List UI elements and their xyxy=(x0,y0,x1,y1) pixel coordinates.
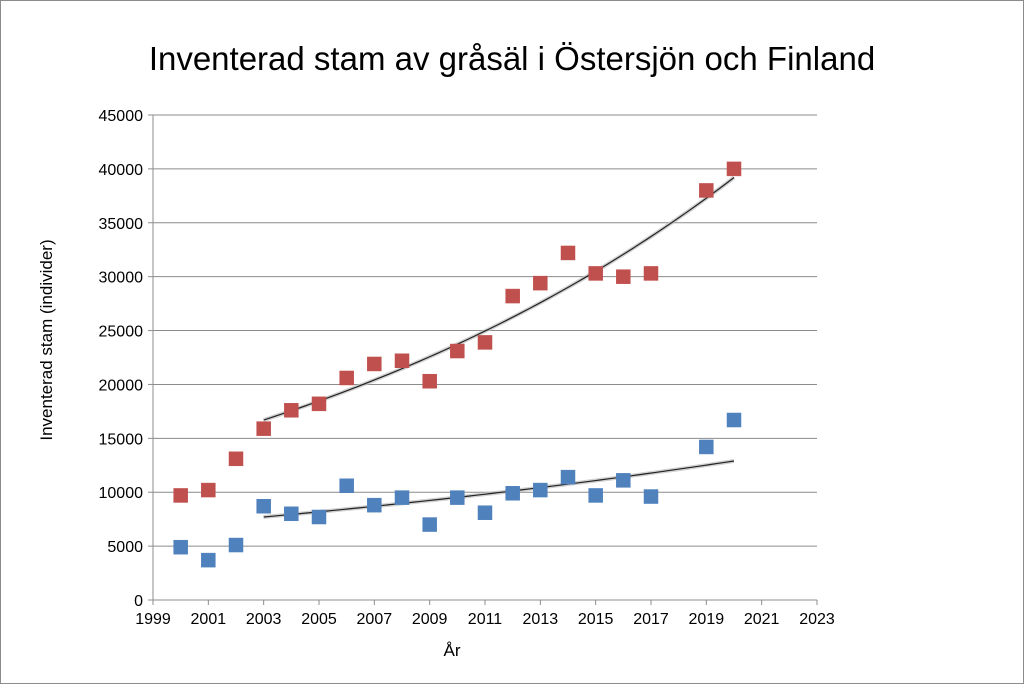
data-point xyxy=(228,537,244,553)
y-tick-label: 30000 xyxy=(99,270,144,287)
chart-title: Inventerad stam av gråsäl i Östersjön oc… xyxy=(148,40,876,77)
data-point xyxy=(173,539,188,555)
data-point xyxy=(560,245,576,261)
data-point xyxy=(394,353,410,368)
data-point xyxy=(367,497,382,513)
data-points xyxy=(173,161,742,568)
data-point xyxy=(505,288,520,304)
trendline-shadow xyxy=(263,175,736,422)
trendline xyxy=(263,177,735,421)
x-tick-label: 2021 xyxy=(744,611,780,628)
data-point xyxy=(311,396,327,412)
data-point xyxy=(422,373,437,389)
data-point xyxy=(284,403,299,418)
data-point xyxy=(533,482,548,498)
trendlines xyxy=(263,175,736,520)
x-tick-label: 2023 xyxy=(799,611,835,628)
data-point xyxy=(256,421,271,436)
trendline-shadow xyxy=(263,458,735,520)
x-tick-label: 2005 xyxy=(301,611,337,628)
data-point xyxy=(616,269,631,284)
x-tick-label: 1999 xyxy=(135,611,171,628)
data-point xyxy=(173,488,188,503)
x-tick-label: 2019 xyxy=(689,611,725,628)
data-point xyxy=(643,266,659,281)
data-point xyxy=(726,161,742,177)
x-tick-label: 2003 xyxy=(246,611,282,628)
data-point xyxy=(256,498,271,514)
data-point xyxy=(588,488,603,503)
y-tick-label: 25000 xyxy=(99,324,144,341)
x-tick-label: 2013 xyxy=(523,611,559,628)
data-point xyxy=(422,517,437,532)
data-point xyxy=(228,451,244,467)
y-tick-label: 45000 xyxy=(99,108,144,125)
x-tick-label: 2001 xyxy=(191,611,227,628)
data-point xyxy=(201,552,216,568)
data-point xyxy=(394,490,410,505)
data-point xyxy=(533,275,548,291)
data-point xyxy=(643,489,659,504)
x-tick-label: 2011 xyxy=(468,611,503,628)
y-tick-label: 0 xyxy=(134,593,143,610)
data-point xyxy=(284,506,299,522)
y-tick-label: 10000 xyxy=(99,485,144,502)
data-point xyxy=(450,490,465,505)
data-point xyxy=(699,183,714,198)
data-point xyxy=(339,370,354,386)
data-point xyxy=(726,412,742,428)
x-axis-label: År xyxy=(443,641,461,660)
tick-labels: 0 5000 10000 15000 20000 25000 30000 35000 40000… xyxy=(99,108,835,628)
data-point xyxy=(699,439,714,455)
data-point xyxy=(450,343,465,359)
x-tick-label: 2009 xyxy=(412,611,448,628)
y-tick-label: 15000 xyxy=(99,431,144,448)
data-point xyxy=(477,505,493,520)
data-point xyxy=(311,509,327,525)
y-tick-label: 35000 xyxy=(99,216,144,233)
data-point xyxy=(505,486,520,501)
data-point xyxy=(367,356,382,372)
y-tick-label: 5000 xyxy=(107,539,143,556)
axes xyxy=(148,114,818,605)
y-tick-label: 40000 xyxy=(99,162,144,179)
data-point xyxy=(616,473,631,488)
x-tick-label: 2015 xyxy=(578,611,614,628)
data-point xyxy=(588,266,603,281)
x-tick-label: 2017 xyxy=(633,611,669,628)
y-tick-label: 20000 xyxy=(99,377,144,394)
x-tick-label: 2007 xyxy=(357,611,393,628)
data-point xyxy=(339,478,354,494)
trendline xyxy=(263,460,735,518)
data-point xyxy=(477,335,493,350)
data-point xyxy=(560,469,576,485)
data-point xyxy=(201,482,216,498)
